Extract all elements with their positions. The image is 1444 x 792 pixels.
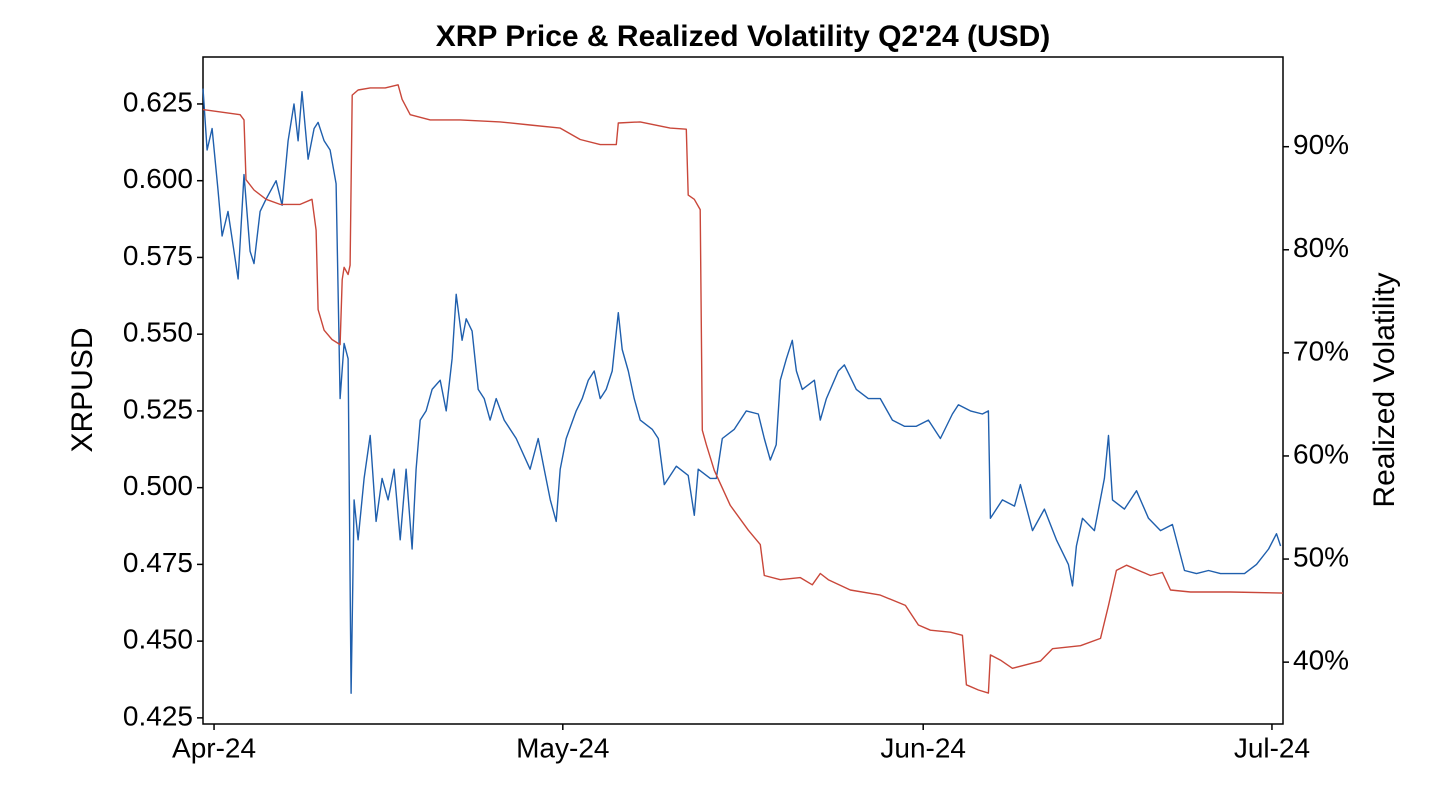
y-tick-label: 0.625 (123, 86, 193, 117)
y-tick-label: 0.500 (123, 470, 193, 501)
x-tick-label: Jul-24 (1234, 732, 1310, 763)
y-axis-label: XRPUSD (66, 327, 99, 452)
x-tick-label: Apr-24 (172, 732, 256, 763)
chart-title: XRP Price & Realized Volatility Q2'24 (U… (436, 20, 1051, 53)
y-tick-label: 0.550 (123, 317, 193, 348)
y2-tick-label: 50% (1293, 541, 1349, 572)
y-tick-label: 0.575 (123, 240, 193, 271)
y-tick-label: 0.475 (123, 547, 193, 578)
plot-frame (202, 56, 1284, 725)
y2-tick-label: 60% (1293, 438, 1349, 469)
y-tick-label: 0.425 (123, 700, 193, 731)
y2-tick-label: 90% (1293, 129, 1349, 160)
series-line (202, 84, 1284, 694)
y-tick-label: 0.600 (123, 163, 193, 194)
y2-tick-label: 40% (1293, 645, 1349, 676)
x-tick-label: May-24 (516, 732, 609, 763)
y-tick-label: 0.525 (123, 393, 193, 424)
y2-axis-label: Realized Volatility (1368, 272, 1401, 507)
y2-tick-label: 70% (1293, 335, 1349, 366)
x-tick-label: Jun-24 (880, 732, 966, 763)
series-line (202, 88, 1282, 694)
y-tick-label: 0.450 (123, 624, 193, 655)
y2-tick-label: 80% (1293, 232, 1349, 263)
